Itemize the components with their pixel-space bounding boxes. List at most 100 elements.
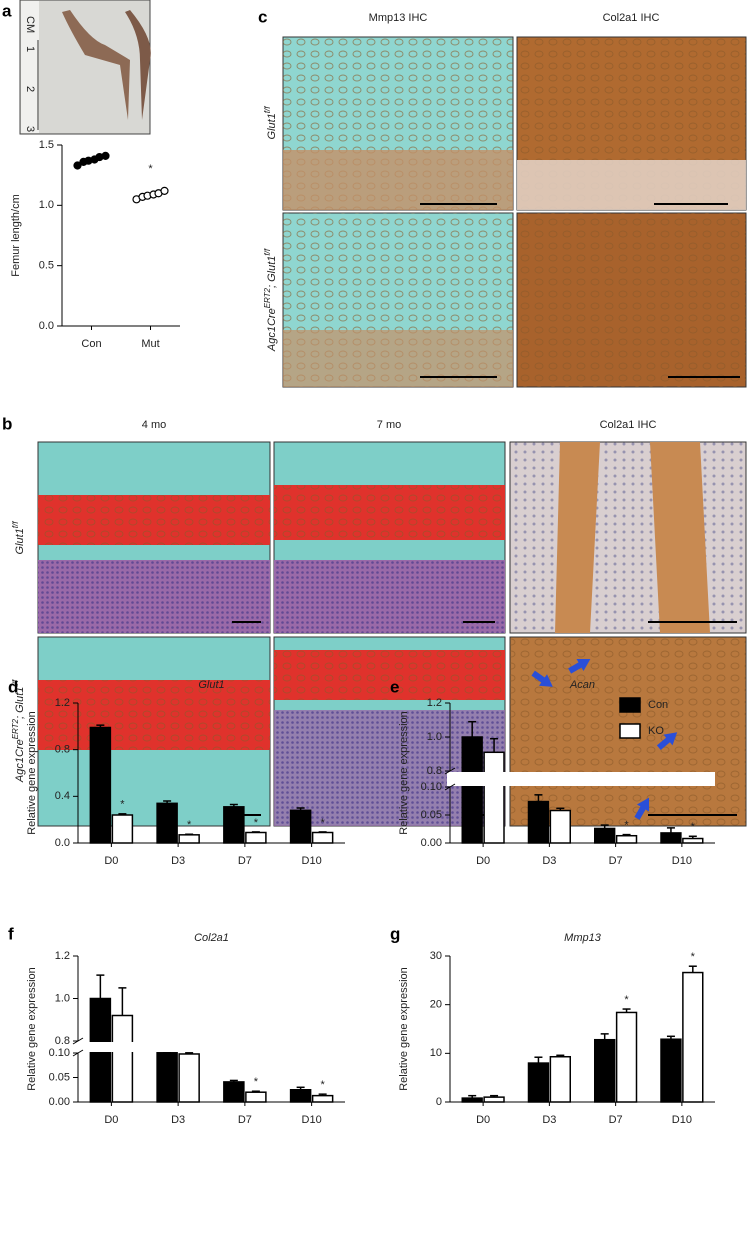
bar bbox=[223, 806, 245, 844]
bar bbox=[461, 1097, 483, 1103]
panel-letter: c bbox=[258, 7, 267, 26]
data-point bbox=[101, 151, 110, 160]
bar bbox=[682, 971, 704, 1103]
row-label-part: ERT2 bbox=[263, 287, 272, 308]
chart-title: Col2a1 bbox=[194, 932, 229, 944]
x-tick-label: Mut bbox=[141, 338, 159, 350]
bar bbox=[89, 726, 112, 844]
significance-mark: * bbox=[148, 163, 153, 175]
row-label-part: Glut1 bbox=[14, 528, 26, 554]
y-tick-label: 0.00 bbox=[49, 1096, 70, 1108]
y-tick-label: 0.00 bbox=[421, 837, 442, 849]
bar bbox=[311, 831, 334, 844]
x-tick-label: D3 bbox=[171, 855, 185, 867]
y-tick-label: 0.4 bbox=[55, 790, 70, 802]
bar bbox=[615, 1011, 638, 1103]
y-tick-label: 10 bbox=[430, 1047, 442, 1059]
bar bbox=[311, 1094, 334, 1103]
legend-swatch bbox=[619, 697, 641, 713]
ruler-label: CM bbox=[24, 16, 36, 33]
row-label-part: f/f bbox=[263, 106, 272, 113]
x-tick-label: D7 bbox=[238, 855, 252, 867]
y-tick-label: 0.8 bbox=[427, 765, 442, 777]
bar bbox=[156, 1052, 178, 1103]
y-axis-label: Relative gene expression bbox=[398, 967, 410, 1091]
y-tick-label: 0.10 bbox=[421, 781, 442, 793]
y-tick-label: 1.2 bbox=[55, 697, 70, 709]
bar bbox=[594, 1038, 616, 1103]
x-tick-label: D3 bbox=[542, 855, 556, 867]
y-tick-label: 30 bbox=[430, 950, 442, 962]
column-title: 7 mo bbox=[377, 419, 401, 431]
histology-images-b bbox=[37, 441, 747, 827]
y-tick-label: 0.5 bbox=[39, 260, 54, 272]
panel-letter: g bbox=[390, 924, 400, 943]
y-tick-label: 1.0 bbox=[39, 199, 54, 211]
row-label-part: Agc1Cre bbox=[14, 739, 26, 783]
x-tick-label: D0 bbox=[104, 1114, 118, 1126]
bar bbox=[549, 1055, 571, 1103]
y-axis-label: Relative gene expression bbox=[26, 711, 38, 835]
x-tick-label: D10 bbox=[302, 855, 322, 867]
y-tick-label: 1.5 bbox=[39, 139, 54, 151]
significance-mark: * bbox=[254, 1076, 259, 1088]
bar bbox=[682, 837, 704, 844]
significance-mark: * bbox=[691, 951, 696, 963]
significance-mark: * bbox=[320, 1079, 325, 1091]
column-title: 4 mo bbox=[142, 419, 166, 431]
y-axis-label: Femur length/cm bbox=[10, 194, 22, 277]
bar bbox=[289, 809, 312, 844]
ruler-label: 2 bbox=[24, 86, 36, 92]
ruler-label: 1 bbox=[24, 46, 36, 52]
data-point bbox=[73, 161, 82, 170]
bar bbox=[223, 1081, 245, 1103]
y-tick-label: 0.0 bbox=[39, 320, 54, 332]
row-label-part: Agc1Cre bbox=[266, 308, 278, 352]
x-tick-label: D0 bbox=[476, 1114, 490, 1126]
row-label: Glut1f/f bbox=[263, 106, 278, 140]
legend-label: Con bbox=[648, 699, 668, 711]
x-tick-label: D7 bbox=[609, 855, 623, 867]
y-axis-label: Relative gene expression bbox=[398, 711, 410, 835]
row-label: Agc1CreERT2; Glut1f/f bbox=[11, 679, 26, 783]
row-label: Agc1CreERT2; Glut1f/f bbox=[263, 248, 278, 352]
x-tick-label: D3 bbox=[542, 1114, 556, 1126]
bar bbox=[527, 800, 550, 844]
chart-title: Acan bbox=[569, 679, 595, 691]
row-label: Glut1f/f bbox=[11, 521, 26, 555]
y-tick-label: 0.8 bbox=[55, 744, 70, 756]
y-tick-label: 1.0 bbox=[427, 731, 442, 743]
y-tick-label: 1.2 bbox=[55, 950, 70, 962]
significance-mark: * bbox=[120, 799, 125, 811]
x-tick-label: D3 bbox=[171, 1114, 185, 1126]
x-tick-label: D10 bbox=[302, 1114, 322, 1126]
legend-swatch bbox=[619, 723, 641, 739]
panel-letter: d bbox=[8, 677, 18, 696]
axis-break-mark bbox=[72, 1037, 84, 1045]
bar bbox=[660, 1038, 682, 1103]
row-label-part: Glut1 bbox=[266, 113, 278, 139]
bar bbox=[660, 832, 682, 844]
bar bbox=[461, 736, 483, 844]
y-tick-label: 0 bbox=[436, 1096, 442, 1108]
row-label-part: f/f bbox=[263, 248, 272, 255]
y-tick-label: 0.05 bbox=[49, 1071, 70, 1083]
y-tick-label: 1.0 bbox=[55, 992, 70, 1004]
ruler-label: 3 bbox=[24, 126, 36, 132]
bar bbox=[594, 827, 616, 844]
panel-letter: b bbox=[2, 414, 12, 433]
x-tick-label: D0 bbox=[476, 855, 490, 867]
row-label-part: ERT2 bbox=[11, 718, 20, 739]
panel-letter: f bbox=[8, 924, 14, 943]
y-tick-label: 0.8 bbox=[55, 1035, 70, 1047]
bar bbox=[615, 834, 638, 844]
bar bbox=[527, 1062, 550, 1103]
significance-mark: * bbox=[254, 817, 259, 829]
row-label-part: ; Glut1 bbox=[266, 256, 278, 288]
row-label-part: f/f bbox=[11, 679, 20, 686]
row-label-part: f/f bbox=[11, 521, 20, 528]
femur-photo bbox=[19, 0, 151, 135]
axis-break-mark bbox=[444, 767, 456, 775]
